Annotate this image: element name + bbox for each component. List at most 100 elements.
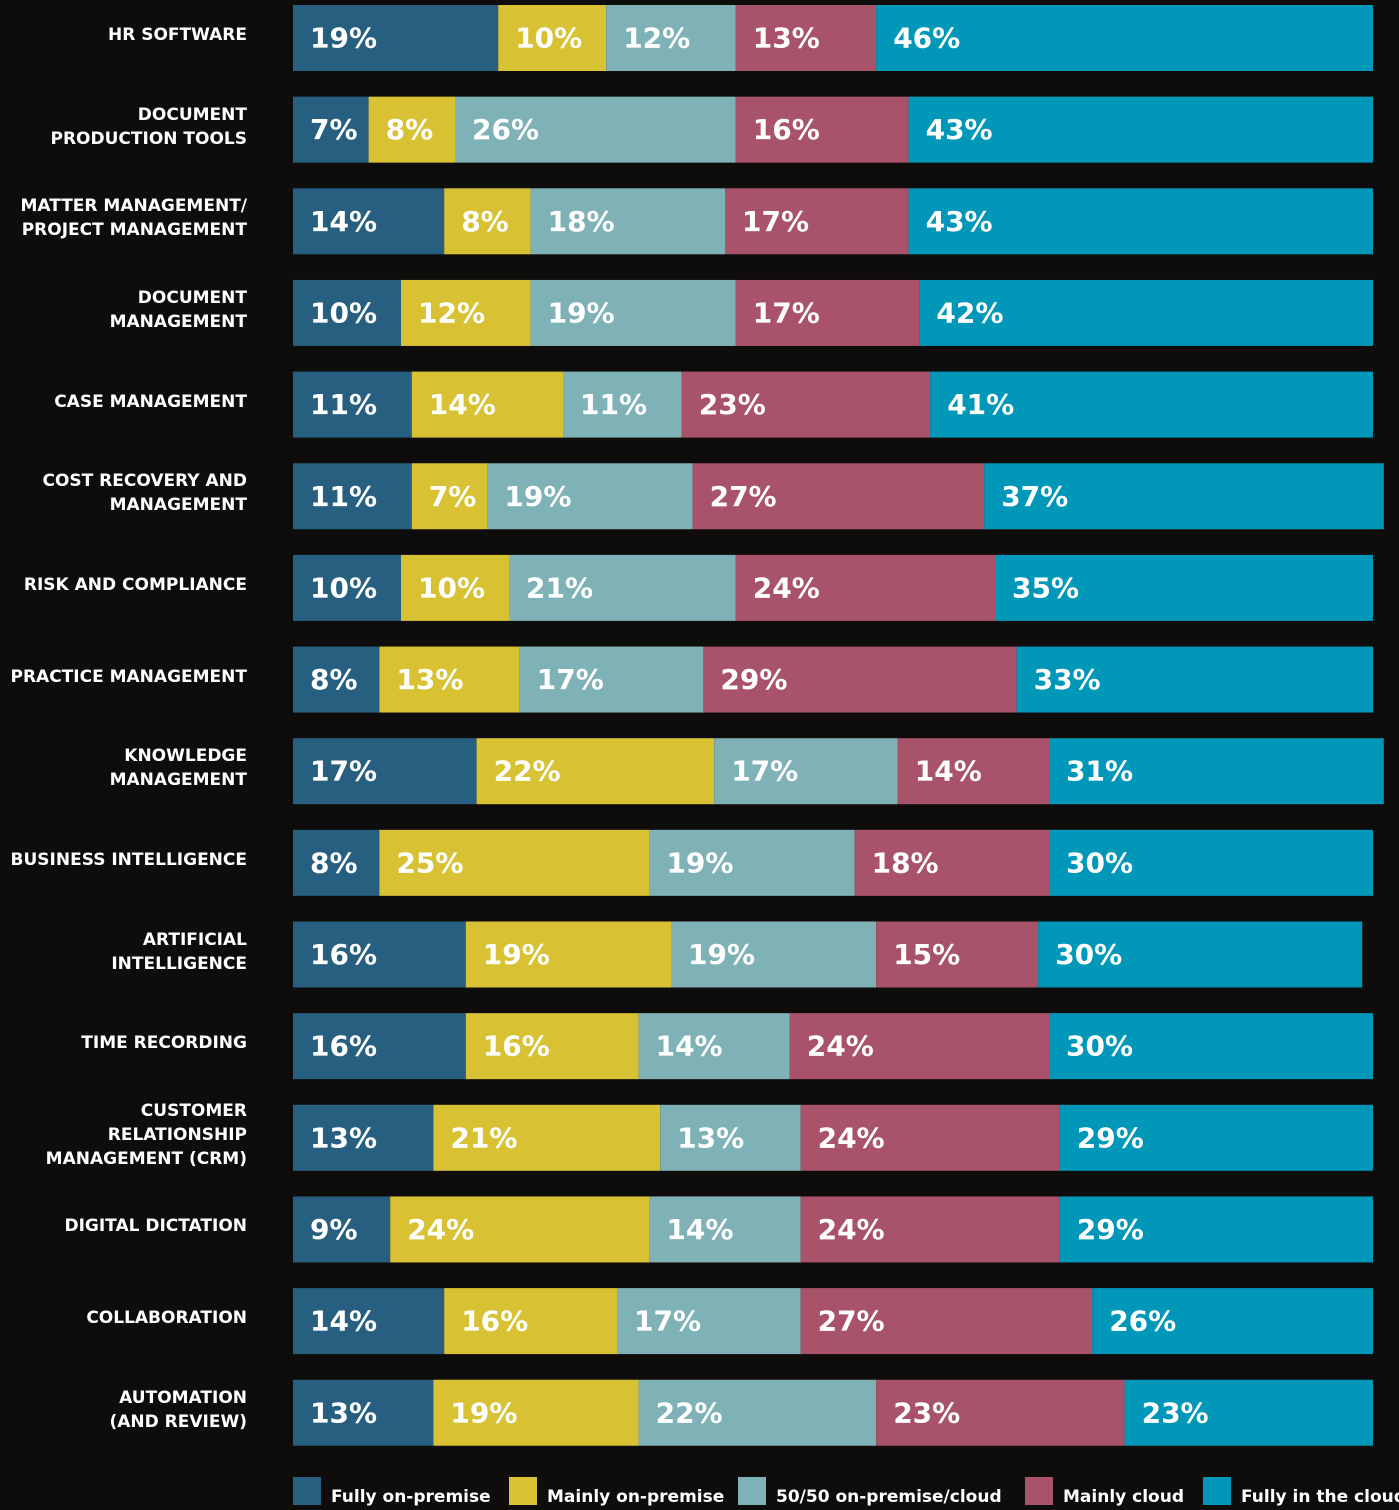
value-label: 19% (450, 1396, 517, 1429)
value-label: 29% (1077, 1121, 1144, 1154)
value-label: 16% (461, 1305, 528, 1338)
bar-segment (735, 5, 877, 71)
value-label: 11% (580, 388, 647, 421)
bar-segment (1092, 1288, 1373, 1355)
category-label: RISK AND COMPLIANCE (23, 574, 247, 595)
bar-segment (293, 5, 499, 71)
bar-segment (293, 279, 401, 346)
category-label: DIGITAL DICTATION (64, 1216, 247, 1237)
bar-segment (530, 188, 725, 255)
category-label: BUSINESS INTELLIGENCE (10, 849, 247, 870)
bar-segment (293, 646, 380, 713)
value-label: 21% (526, 571, 593, 604)
legend-swatch (1025, 1477, 1053, 1505)
bar-segment (433, 1379, 639, 1446)
value-label: 19% (548, 296, 615, 329)
value-label: 24% (818, 1213, 885, 1246)
bar-segment (1124, 1379, 1373, 1446)
bar-segment (293, 463, 412, 530)
bar-segment (1059, 1104, 1373, 1171)
bar-segment (660, 1104, 801, 1171)
bar-segment (876, 1379, 1125, 1446)
bar-segment (293, 554, 401, 621)
bar-segment (692, 463, 985, 530)
bar-segment (293, 1196, 391, 1263)
bar-segment (465, 1013, 639, 1080)
value-label: 27% (710, 480, 777, 513)
value-label: 19% (310, 22, 377, 55)
value-label: 30% (1066, 1030, 1133, 1063)
bar-segment (649, 1196, 801, 1263)
value-label: 10% (310, 571, 377, 604)
category-label: PRACTICE MANAGEMENT (10, 666, 248, 687)
bar-segment (368, 96, 455, 163)
bar-segment (854, 829, 1049, 896)
bar-segment (606, 5, 736, 71)
bar-segment (293, 829, 380, 896)
value-label: 10% (418, 571, 485, 604)
value-label: 17% (731, 755, 798, 788)
bar-segment (876, 921, 1039, 988)
legend-label: 50/50 on-premise/cloud (776, 1487, 1002, 1507)
value-label: 17% (742, 205, 809, 238)
value-label: 7% (310, 113, 358, 146)
bar-segment (671, 921, 877, 988)
bar-segment (519, 646, 704, 713)
value-label: 24% (818, 1121, 885, 1154)
bar-segment (1049, 738, 1384, 805)
value-label: 14% (656, 1030, 723, 1063)
value-label: 19% (483, 938, 550, 971)
value-label: 42% (936, 296, 1003, 329)
category-label: KNOWLEDGE MANAGEMENT (109, 746, 247, 791)
value-label: 24% (807, 1030, 874, 1063)
value-label: 13% (396, 663, 463, 696)
bar-segment (984, 463, 1384, 530)
bar-segment (465, 921, 671, 988)
value-label: 9% (310, 1213, 358, 1246)
bar-segment (876, 5, 1373, 71)
bar-segment (714, 738, 898, 805)
value-label: 24% (753, 571, 820, 604)
bar-segment (401, 554, 509, 621)
category-label: DOCUMENT MANAGEMENT (109, 287, 247, 332)
category-label: COLLABORATION (86, 1308, 247, 1329)
value-label: 16% (753, 113, 820, 146)
bar-segment (638, 1013, 790, 1080)
value-label: 7% (429, 480, 477, 513)
value-label: 16% (483, 1030, 550, 1063)
legend-label: Fully in the cloud (1241, 1487, 1399, 1507)
bar-segment (681, 371, 931, 438)
value-label: 17% (310, 755, 377, 788)
bar-segment (1016, 646, 1373, 713)
value-label: 23% (699, 388, 766, 421)
category-label: TIME RECORDING (81, 1033, 247, 1054)
bar-segment (293, 921, 466, 988)
bar-segment (444, 1288, 617, 1355)
bar-segment (293, 1288, 445, 1355)
value-label: 14% (666, 1213, 733, 1246)
bar-segment (444, 188, 531, 255)
bar-segment (617, 1288, 801, 1355)
bar-segment (995, 554, 1373, 621)
value-label: 16% (310, 1030, 377, 1063)
value-label: 13% (753, 22, 820, 55)
bar-segment (1059, 1196, 1373, 1263)
value-label: 18% (872, 846, 939, 879)
bar-segment (476, 738, 715, 805)
value-label: 14% (429, 388, 496, 421)
bar-segment (487, 463, 693, 530)
bar-segment (908, 188, 1373, 255)
value-label: 16% (310, 938, 377, 971)
legend-label: Fully on-premise (331, 1487, 491, 1507)
value-label: 8% (386, 113, 434, 146)
bar-segment (735, 96, 909, 163)
value-label: 17% (753, 296, 820, 329)
value-label: 15% (893, 938, 960, 971)
category-label: HR SOFTWARE (108, 25, 247, 45)
value-label: 37% (1001, 480, 1068, 513)
bar-segment (509, 554, 736, 621)
value-label: 17% (537, 663, 604, 696)
bar-segment (703, 646, 1017, 713)
bar-segment (293, 1379, 434, 1446)
